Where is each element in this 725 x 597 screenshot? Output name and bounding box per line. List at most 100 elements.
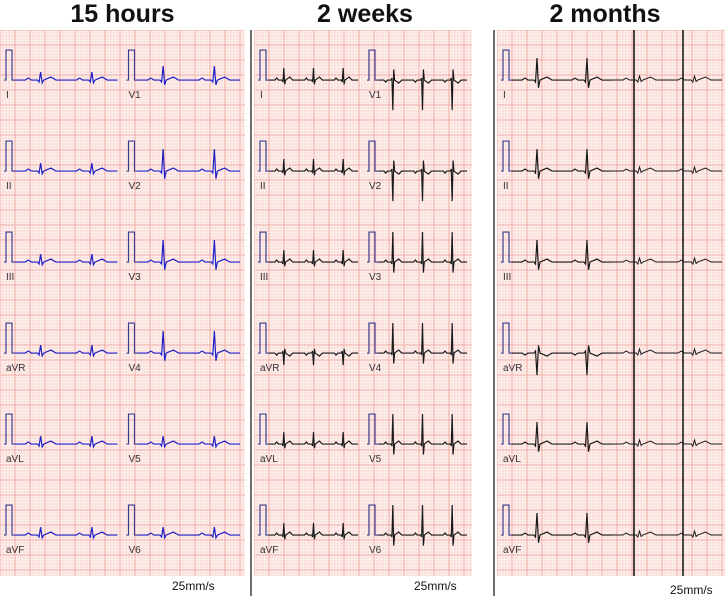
- ecg-trace-aVF: [512, 513, 612, 543]
- lead-label-I: I: [503, 90, 506, 101]
- ecg-trace-V1: [378, 69, 467, 111]
- lead-label-V5: V5: [369, 454, 382, 465]
- calibration-pulse: [4, 231, 15, 263]
- calibration-pulse: [258, 413, 269, 445]
- ecg-trace-aVL: [512, 422, 612, 452]
- ecg-trace-II: [15, 162, 118, 176]
- lead-label-III: III: [260, 272, 268, 283]
- lead-label-aVR: aVR: [6, 363, 25, 374]
- calibration-pulse: [4, 140, 15, 172]
- calibration-pulse: [4, 504, 15, 536]
- calibration-pulse: [501, 504, 512, 536]
- calibration-pulse: [501, 140, 512, 172]
- calibration-pulse: [126, 413, 138, 445]
- lead-label-V3: V3: [129, 272, 142, 283]
- lead-label-II: II: [6, 181, 12, 192]
- ecg-trace-V2: [378, 160, 467, 202]
- ecg-trace-III: [269, 250, 358, 267]
- lead-label-aVF: aVF: [503, 545, 521, 556]
- calibration-pulse: [126, 322, 138, 354]
- lead-label-II: II: [503, 181, 509, 192]
- ecg-trace-aVR: [15, 344, 118, 358]
- calibration-pulse: [4, 49, 15, 81]
- lead-label-I: I: [6, 90, 9, 101]
- lead-label-V1: V1: [129, 90, 142, 101]
- ecg-trace-aVF: [15, 526, 118, 540]
- lead-label-aVR: aVR: [260, 363, 279, 374]
- lead-label-aVL: aVL: [503, 454, 521, 465]
- panel-title-2-months: 2 months: [549, 0, 661, 28]
- lead-label-V4: V4: [129, 363, 142, 374]
- calibration-pulse: [258, 504, 269, 536]
- calibration-pulse: [367, 504, 378, 536]
- lead-label-aVL: aVL: [260, 454, 278, 465]
- lead-label-aVF: aVF: [260, 545, 278, 556]
- lead-label-V1: V1: [369, 90, 382, 101]
- precordial-trace: [612, 529, 722, 539]
- lead-label-V5: V5: [129, 454, 142, 465]
- lead-label-V2: V2: [369, 181, 382, 192]
- calibration-pulse: [258, 322, 269, 354]
- ecg-trace-V2: [137, 149, 240, 179]
- paper-speed-label-15-hours: 25mm/s: [172, 579, 215, 593]
- panel-divider-left: [250, 30, 252, 596]
- calibration-pulse: [4, 413, 15, 445]
- ecg-strip-2-weeks: I II III aVR aVL aVF V1 V2 V3 V4 V5 V6: [254, 30, 472, 576]
- ecg-trace-III: [512, 240, 612, 270]
- ecg-trace-V3: [137, 240, 240, 270]
- calibration-pulse: [126, 231, 138, 263]
- panel-title-2-weeks: 2 weeks: [317, 0, 413, 28]
- lead-label-III: III: [6, 272, 14, 283]
- lead-label-aVL: aVL: [6, 454, 24, 465]
- calibration-pulse: [501, 413, 512, 445]
- panel-divider-right: [493, 30, 495, 596]
- calibration-pulse: [367, 49, 378, 81]
- ecg-trace-II: [512, 149, 612, 179]
- calibration-pulse: [258, 140, 269, 172]
- lead-label-V3: V3: [369, 272, 382, 283]
- calibration-pulse: [367, 413, 378, 445]
- paper-speed-label-2-weeks: 25mm/s: [414, 579, 457, 593]
- precordial-trace: [612, 438, 722, 448]
- calibration-pulse: [258, 49, 269, 81]
- lead-label-V2: V2: [129, 181, 142, 192]
- calibration-pulse: [501, 231, 512, 263]
- ecg-trace-aVL: [269, 432, 358, 449]
- ecg-strip-15-hours: I II III aVR aVL aVF V1 V2 V3 V4 V5 V6: [0, 30, 245, 576]
- ecg-trace-I: [15, 71, 118, 85]
- ecg-trace-V6: [378, 505, 467, 546]
- lead-label-aVR: aVR: [503, 363, 522, 374]
- lead-label-V6: V6: [129, 545, 142, 556]
- ecg-trace-aVR: [269, 348, 358, 366]
- ecg-trace-V5: [137, 435, 240, 449]
- panel-title-15-hours: 15 hours: [70, 0, 175, 28]
- lead-label-III: III: [503, 272, 511, 283]
- calibration-pulse: [4, 322, 15, 354]
- precordial-trace: [612, 74, 722, 84]
- precordial-trace: [612, 165, 722, 175]
- precordial-trace: [612, 347, 722, 357]
- calibration-pulse: [126, 504, 138, 536]
- lead-label-aVF: aVF: [6, 545, 24, 556]
- calibration-pulse: [258, 231, 269, 263]
- ecg-trace-V3: [378, 232, 467, 273]
- ecg-trace-aVF: [269, 523, 358, 540]
- ecg-trace-V4: [378, 323, 467, 364]
- ecg-trace-III: [15, 253, 118, 267]
- lead-label-V6: V6: [369, 545, 382, 556]
- ecg-trace-I: [512, 58, 612, 88]
- lead-label-V4: V4: [369, 363, 382, 374]
- ecg-trace-V1: [137, 65, 240, 86]
- paper-speed-label-2-months: 25mm/s: [670, 583, 713, 597]
- ecg-trace-V6: [137, 526, 240, 540]
- calibration-pulse: [367, 231, 378, 263]
- calibration-pulse: [367, 140, 378, 172]
- ecg-strip-2-months: I II III aVR aVL aVF: [497, 30, 725, 576]
- ecg-trace-aVL: [15, 435, 118, 449]
- ecg-trace-V4: [137, 331, 240, 361]
- calibration-pulse: [126, 49, 138, 81]
- calibration-pulse: [501, 322, 512, 354]
- calibration-pulse: [126, 140, 138, 172]
